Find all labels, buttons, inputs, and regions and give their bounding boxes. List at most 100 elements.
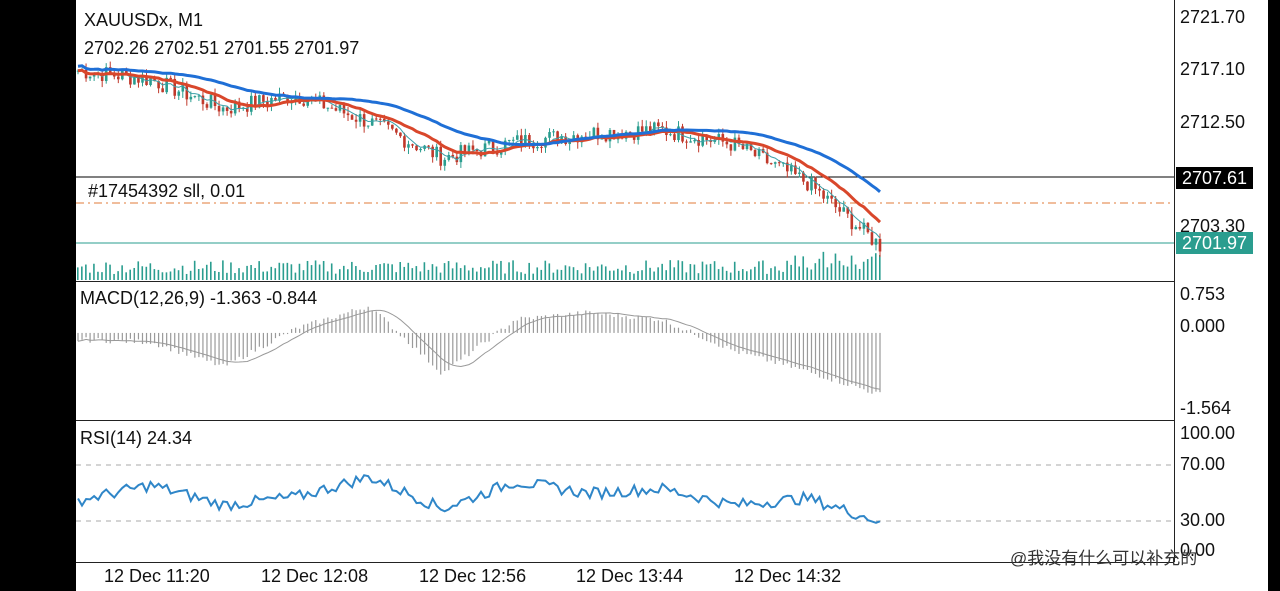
volume-bar bbox=[173, 268, 176, 280]
volume-bar bbox=[407, 262, 410, 280]
volume-bar bbox=[238, 268, 240, 280]
volume-bar bbox=[153, 269, 156, 280]
candle-body bbox=[197, 95, 201, 97]
ma-thin-line bbox=[77, 69, 881, 239]
volume-bar bbox=[246, 265, 248, 280]
volume-bar bbox=[93, 263, 95, 280]
volume-bar bbox=[205, 264, 208, 280]
candle-body bbox=[717, 134, 721, 140]
candle-body bbox=[306, 100, 310, 106]
volume-bar bbox=[201, 268, 204, 280]
volume-bar bbox=[338, 269, 341, 280]
time-tick: 12 Dec 11:20 bbox=[104, 566, 210, 586]
macd-tick: -1.564 bbox=[1180, 398, 1232, 418]
price-pane[interactable] bbox=[76, 0, 1174, 282]
candle-body bbox=[483, 143, 487, 157]
volume-bar bbox=[834, 253, 837, 280]
candle-body bbox=[745, 143, 749, 150]
candle-body bbox=[137, 77, 140, 83]
rsi-pane[interactable] bbox=[76, 421, 1174, 563]
candle-body bbox=[648, 126, 652, 134]
macd-label: MACD(12,26,9) -1.363 -0.844 bbox=[80, 288, 318, 308]
volume-bar bbox=[294, 272, 297, 280]
candle-body bbox=[685, 141, 688, 143]
volume-bar bbox=[117, 271, 119, 280]
volume-bar bbox=[395, 272, 397, 280]
volume-bar bbox=[713, 261, 716, 280]
candle-body bbox=[217, 106, 221, 112]
candle-body bbox=[705, 136, 709, 140]
volume-bar bbox=[234, 273, 236, 280]
candle-body bbox=[693, 140, 696, 142]
candle-body bbox=[769, 163, 773, 165]
position-label[interactable]: #17454392 sll, 0.01 bbox=[88, 181, 246, 201]
volume-bar bbox=[717, 269, 720, 280]
candle-body bbox=[358, 114, 362, 122]
macd-tick: 0.753 bbox=[1180, 284, 1226, 304]
rsi-tick: 0.00 bbox=[1180, 540, 1216, 560]
candle-body bbox=[350, 115, 354, 120]
volume-bar bbox=[838, 260, 841, 280]
candle-body bbox=[274, 97, 277, 101]
candle-body bbox=[266, 101, 269, 106]
volume-bar bbox=[665, 270, 668, 280]
volume-bar bbox=[484, 268, 486, 280]
volume-bar bbox=[733, 261, 736, 280]
candle-body bbox=[209, 94, 213, 108]
volume-bar bbox=[826, 267, 829, 280]
volume-bar bbox=[790, 264, 792, 280]
volume-bar bbox=[125, 272, 127, 280]
candle-body bbox=[133, 77, 136, 85]
candle-body bbox=[854, 226, 858, 230]
volume-bar bbox=[266, 271, 269, 280]
candle-body bbox=[225, 107, 229, 111]
price-tick: 2721.70 bbox=[1180, 7, 1246, 27]
volume-bar bbox=[866, 259, 869, 280]
volume-bar bbox=[367, 272, 369, 280]
candle-body bbox=[741, 143, 745, 150]
candle-body bbox=[689, 141, 692, 143]
candle-body bbox=[697, 140, 700, 146]
volume-bar bbox=[459, 268, 462, 280]
candle-body bbox=[806, 181, 809, 191]
candle-body bbox=[592, 127, 596, 137]
candle-body bbox=[439, 146, 443, 166]
volume-bar bbox=[850, 255, 853, 280]
volume-bar bbox=[536, 267, 539, 280]
volume-bar bbox=[230, 262, 232, 280]
candle-body bbox=[826, 195, 829, 199]
volume-bar bbox=[334, 273, 337, 280]
volume-bar bbox=[701, 261, 704, 280]
candle-body bbox=[262, 95, 265, 102]
volume-bar bbox=[681, 261, 684, 280]
volume-bar bbox=[209, 261, 212, 280]
volume-bar bbox=[516, 271, 518, 280]
watermark-text: @我没有什么可以补充的 bbox=[1010, 549, 1198, 568]
volume-bar bbox=[604, 266, 607, 280]
volume-bar bbox=[415, 266, 418, 280]
candle-body bbox=[628, 131, 632, 133]
volume-bar bbox=[709, 263, 712, 280]
volume-bar bbox=[330, 263, 333, 280]
candle-body bbox=[165, 77, 168, 93]
volume-bar bbox=[181, 265, 184, 280]
macd-pane[interactable] bbox=[76, 282, 1174, 421]
candle-body bbox=[88, 76, 92, 79]
volume-bar bbox=[649, 267, 651, 280]
candle-body bbox=[858, 226, 862, 229]
macd-histogram bbox=[77, 306, 881, 394]
volume-bar bbox=[455, 262, 458, 280]
volume-bar bbox=[399, 262, 402, 280]
volume-bar bbox=[290, 264, 293, 280]
candle-body bbox=[278, 93, 281, 101]
time-tick: 12 Dec 13:44 bbox=[576, 566, 684, 586]
volume-bar bbox=[278, 262, 281, 280]
volume-bar bbox=[451, 268, 454, 280]
volume-bar bbox=[806, 267, 809, 280]
volume-bar bbox=[475, 271, 478, 280]
candle-body bbox=[733, 137, 737, 151]
rsi-line bbox=[77, 474, 881, 524]
candle-body bbox=[524, 135, 527, 147]
volume-bar bbox=[520, 272, 522, 280]
